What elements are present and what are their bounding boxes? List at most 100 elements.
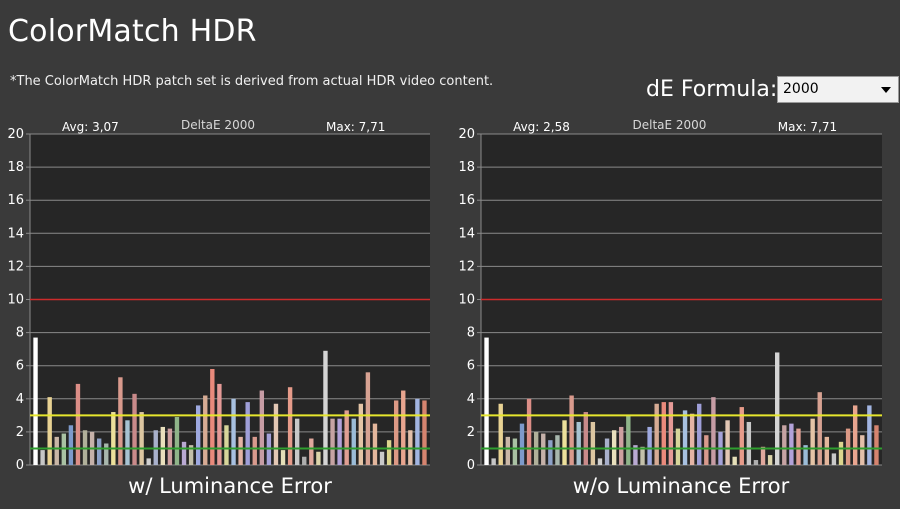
chart0-bar — [323, 350, 328, 465]
chart0-y-tick-label: 10 — [7, 293, 24, 308]
chart1-avg-label: Avg: 2,58 — [513, 120, 570, 134]
chart0-bar — [344, 410, 349, 465]
chart0-bar — [259, 390, 265, 465]
chart0-bar — [316, 451, 321, 465]
chart1-bar — [548, 440, 553, 465]
chart0-bar — [47, 397, 52, 465]
chart1-bar — [697, 403, 702, 465]
chart1-bar — [675, 428, 681, 465]
chart0-bar — [118, 377, 123, 465]
chart1-bar — [555, 435, 560, 465]
chart1-bar — [704, 435, 709, 465]
chart0-bar — [358, 403, 364, 465]
chart1-bar — [803, 445, 808, 465]
chart0-bar — [422, 400, 427, 465]
chart0-bar — [401, 390, 406, 465]
chart0-bar — [365, 372, 371, 465]
chart1-bar — [796, 428, 801, 465]
chart1-bar — [760, 446, 766, 465]
right-chart-xlabel: w/o Luminance Error — [572, 474, 790, 498]
chevron-down-icon[interactable] — [881, 87, 891, 93]
chart1-bar — [860, 435, 865, 465]
chart1-bar — [576, 421, 581, 465]
chart0-chart-title: DeltaE 2000 — [181, 118, 255, 132]
chart1-chart-title: DeltaE 2000 — [632, 118, 706, 132]
chart0-bar — [203, 395, 208, 465]
chart1-bar — [838, 441, 844, 465]
chart1-bar — [782, 425, 787, 465]
chart0-bar — [33, 337, 38, 465]
chart-with-luminance-error: 0 2 4 6 8 10 12 14 16 18 20 Avg: 3,07 DeltaE 2000 Max… — [7, 118, 430, 473]
chart0-avg-label: Avg: 3,07 — [62, 120, 119, 134]
chart0-bar — [167, 428, 173, 465]
chart1-bar — [491, 458, 496, 465]
chart0-bar — [337, 418, 342, 465]
chart0-y-tick-label: 2 — [16, 425, 24, 440]
chart1-bar — [583, 412, 588, 465]
chart0-bar — [280, 450, 286, 465]
chart1-bar — [633, 445, 638, 465]
chart0-bar — [68, 425, 74, 465]
chart1-bar — [711, 397, 716, 465]
chart0-bar — [54, 436, 59, 465]
chart1-bar — [562, 420, 567, 465]
chart1-bar — [626, 415, 631, 465]
chart0-y-tick-label: 4 — [16, 392, 24, 407]
chart1-bar — [661, 402, 666, 465]
chart0-bar — [273, 403, 279, 465]
chart0-bar — [224, 425, 229, 465]
chart0-bar — [125, 420, 130, 465]
chart1-bar — [505, 436, 511, 465]
chart1-y-tick-label: 8 — [467, 326, 475, 341]
chart0-bar — [160, 426, 166, 465]
chart1-y-tick-label: 14 — [458, 226, 475, 241]
chart1-bar — [739, 407, 744, 465]
patch-set-note: *The ColorMatch HDR patch set is derived… — [10, 74, 494, 89]
chart1-bar — [604, 438, 610, 465]
chart0-bar — [174, 417, 180, 465]
chart1-bar — [597, 458, 603, 465]
chart0-y-tick-label: 8 — [16, 326, 24, 341]
chart1-bar — [874, 425, 879, 465]
chart1-bar — [831, 453, 837, 465]
chart0-bar — [96, 438, 102, 465]
chart1-bar — [753, 460, 759, 465]
chart0-bar — [252, 436, 257, 465]
de-formula-dropdown[interactable]: 2000 — [777, 76, 899, 103]
chart0-max-label: Max: 7,71 — [326, 120, 385, 134]
chart1-y-tick-label: 0 — [467, 458, 475, 473]
chart0-bar — [132, 393, 137, 465]
chart1-bar — [512, 438, 518, 465]
chart1-y-tick-label: 16 — [458, 193, 475, 208]
chart0-bar — [210, 369, 215, 465]
chart0-bar — [379, 451, 385, 465]
chart1-bar — [732, 456, 737, 465]
chart0-bar — [231, 398, 236, 465]
chart0-bar — [195, 405, 201, 465]
chart1-bar — [867, 405, 872, 465]
chart1-bar — [789, 423, 794, 465]
chart1-y-tick-label: 12 — [458, 259, 475, 274]
chart0-y-tick-label: 16 — [7, 193, 24, 208]
chart0-bar — [415, 398, 420, 465]
chart1-y-tick-label: 2 — [467, 425, 475, 440]
chart0-bar — [40, 450, 45, 465]
chart1-bar — [767, 455, 773, 465]
chart1-bar — [640, 446, 645, 465]
de-formula-label: dE Formula: — [646, 77, 778, 102]
chart0-bar — [372, 423, 378, 465]
chart1-bar — [519, 423, 525, 465]
chart1-y-tick-label: 10 — [458, 293, 475, 308]
chart0-y-tick-label: 6 — [16, 359, 24, 374]
left-chart-xlabel: w/ Luminance Error — [128, 474, 332, 498]
chart0-bar — [386, 440, 392, 465]
chart0-y-tick-label: 14 — [7, 226, 24, 241]
chart0-bar — [75, 383, 81, 465]
chart1-bar — [682, 410, 688, 465]
chart0-bar — [139, 412, 144, 465]
chart1-bar — [725, 420, 730, 465]
chart0-y-tick-label: 18 — [7, 160, 24, 175]
chart0-y-tick-label: 0 — [16, 458, 24, 473]
chart0-y-tick-label: 12 — [7, 259, 24, 274]
de-formula-value: 2000 — [783, 81, 819, 97]
